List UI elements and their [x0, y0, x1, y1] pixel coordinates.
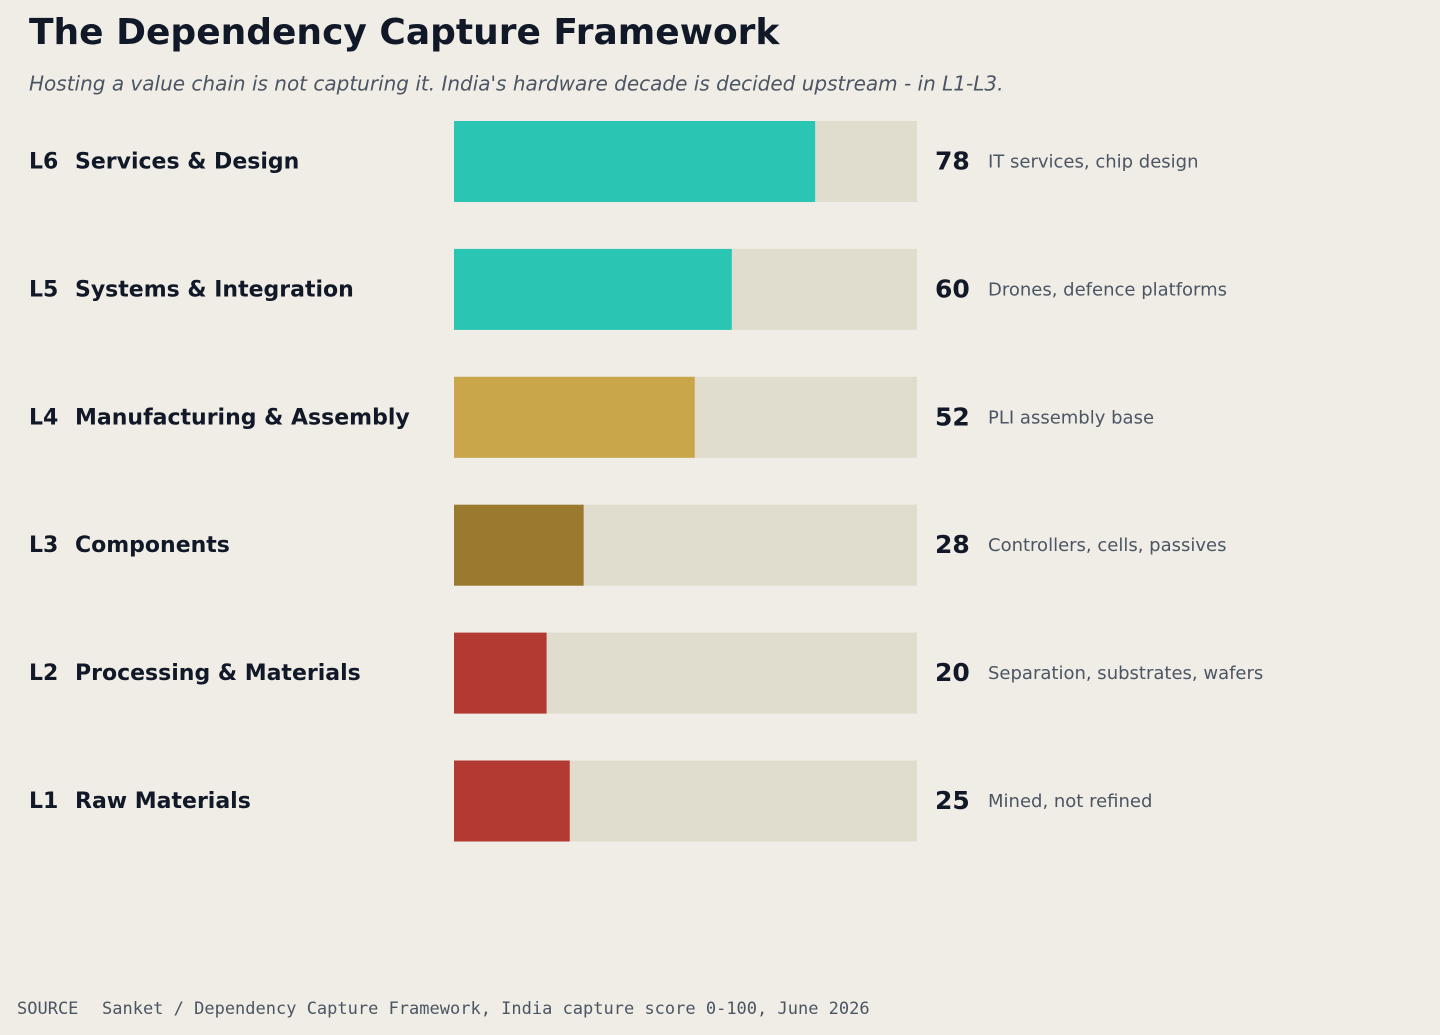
bar	[454, 504, 584, 586]
note: Mined, not refined	[988, 791, 1152, 812]
source-label: SOURCE	[17, 999, 78, 1019]
bar	[454, 248, 732, 330]
category-label: Raw Materials	[75, 789, 251, 814]
level-label: L5	[29, 277, 58, 302]
note: PLI assembly base	[988, 407, 1154, 428]
category-label: Components	[75, 533, 230, 558]
value-label: 78	[935, 147, 970, 176]
bar	[454, 632, 547, 714]
source: Sanket / Dependency Capture Framework, I…	[102, 999, 870, 1019]
chart-title: The Dependency Capture Framework	[29, 12, 780, 53]
note: IT services, chip design	[988, 152, 1199, 173]
category-label: Systems & Integration	[75, 277, 354, 302]
bar	[454, 121, 816, 202]
bar	[454, 760, 570, 842]
level-label: L2	[29, 661, 58, 686]
category-label: Manufacturing & Assembly	[75, 405, 410, 430]
value-label: 25	[935, 786, 970, 815]
value-label: 52	[935, 402, 970, 431]
level-label: L3	[29, 533, 58, 558]
note: Separation, substrates, wafers	[988, 663, 1263, 684]
category-label: Services & Design	[75, 150, 299, 175]
bar	[454, 376, 695, 458]
chart-subtitle: Hosting a value chain is not capturing i…	[29, 72, 1003, 96]
level-label: L6	[29, 150, 58, 175]
value-label: 28	[935, 530, 970, 559]
value-label: 60	[935, 274, 970, 303]
value-label: 20	[935, 658, 970, 687]
note: Drones, defence platforms	[988, 279, 1227, 300]
level-label: L1	[29, 789, 58, 814]
category-label: Processing & Materials	[75, 661, 361, 686]
note: Controllers, cells, passives	[988, 535, 1226, 556]
level-label: L4	[29, 405, 58, 430]
